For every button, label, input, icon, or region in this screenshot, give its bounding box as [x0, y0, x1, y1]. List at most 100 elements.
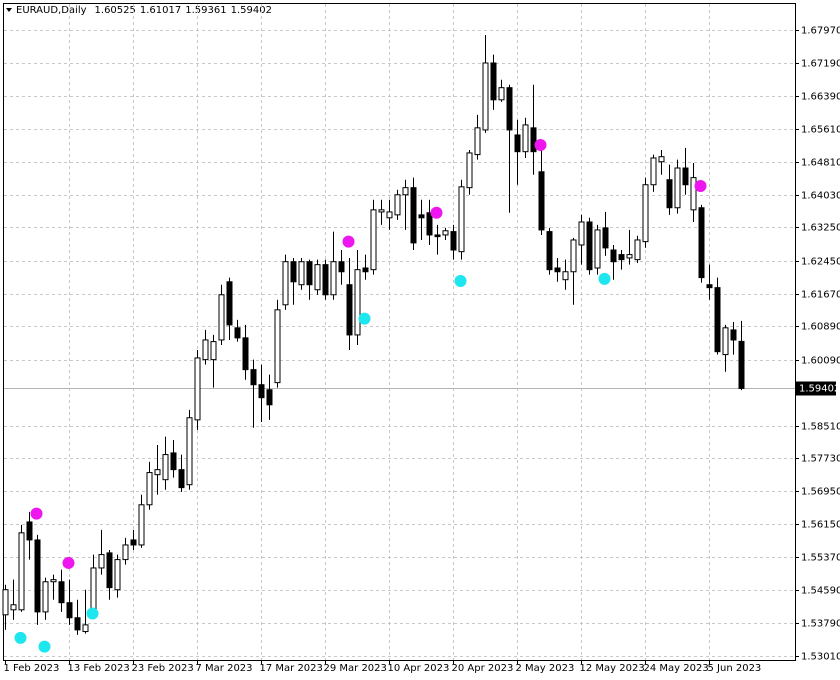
header-value: 1.59361	[185, 5, 226, 16]
x-tick-label: 5 Jun 2023	[708, 663, 762, 674]
y-tick-label: 1.66390	[801, 92, 840, 103]
candle-body	[250, 369, 257, 386]
candle-body	[586, 221, 593, 271]
candle-body	[306, 261, 313, 286]
candle-body	[418, 214, 425, 219]
y-tick-label: 1.64030	[801, 191, 840, 202]
candle-body	[122, 544, 129, 561]
x-tick-label: 29 Mar 2023	[324, 663, 387, 674]
candle-body	[618, 254, 625, 261]
y-tick-label: 1.64810	[801, 158, 840, 169]
buy-marker	[358, 312, 371, 325]
candle-body	[162, 454, 169, 481]
candle-body	[698, 207, 705, 279]
candle-body	[482, 62, 489, 131]
x-tick-label: 20 Apr 2023	[452, 663, 514, 674]
candle-body	[370, 209, 377, 271]
x-tick-label: 23 Feb 2023	[132, 663, 194, 674]
y-tick-label: 1.61670	[801, 290, 840, 301]
candle-body	[274, 309, 281, 384]
y-tick-label: 1.55370	[801, 553, 840, 564]
candle-body	[82, 624, 89, 633]
candle-body	[650, 157, 657, 186]
sell-marker	[534, 138, 547, 151]
y-tick-label: 1.60090	[801, 356, 840, 367]
price-label-box	[796, 381, 836, 396]
y-tick-label: 1.62450	[801, 257, 840, 268]
header-value: 1.59402	[231, 5, 272, 16]
candle-body	[322, 264, 329, 296]
x-tick-label: 10 Apr 2023	[388, 663, 450, 674]
candle-body	[714, 287, 721, 353]
y-tick-label: 1.56150	[801, 520, 840, 531]
candle-body	[146, 472, 153, 506]
price-label: 1.59402	[799, 384, 840, 395]
candle-body	[498, 87, 505, 101]
candle-body	[642, 184, 649, 243]
candle-body	[442, 230, 449, 236]
header-value: 1.61017	[140, 5, 181, 16]
candle-body	[234, 327, 241, 339]
candle-body	[338, 261, 345, 273]
menu-arrow[interactable]	[6, 8, 12, 12]
candle-body	[354, 269, 361, 336]
candle-body	[10, 604, 17, 611]
x-tick-label: 12 May 2023	[580, 663, 645, 674]
candle-body	[50, 579, 57, 583]
candle-body	[594, 229, 601, 269]
buy-marker	[38, 640, 51, 653]
buy-marker	[86, 607, 99, 620]
candle-body	[58, 581, 65, 604]
sell-marker	[62, 556, 75, 569]
candle-body	[394, 194, 401, 216]
candle-body	[18, 532, 25, 611]
candle-body	[578, 221, 585, 246]
candle-body	[546, 231, 553, 271]
candle-body	[170, 452, 177, 471]
candle-body	[186, 417, 193, 486]
candle-body	[722, 327, 729, 356]
candle-body	[66, 602, 73, 619]
y-tick-label: 1.53010	[801, 652, 840, 663]
header-value: 1.60525	[95, 5, 136, 16]
candle-body	[98, 554, 105, 569]
x-tick-label: 17 Mar 2023	[260, 663, 323, 674]
candle-body	[138, 504, 145, 546]
candle-body	[114, 559, 121, 591]
x-tick-label: 1 Feb 2023	[4, 663, 60, 674]
candle-body	[490, 62, 497, 101]
buy-marker	[454, 274, 467, 287]
candle-body	[2, 589, 9, 616]
candle-body	[202, 339, 209, 361]
buy-marker	[14, 631, 27, 644]
candle-body	[738, 340, 745, 389]
candle-body	[74, 617, 81, 631]
candle-body	[626, 254, 633, 259]
candle-body	[178, 469, 185, 489]
candle-body	[730, 329, 737, 341]
candle-body	[554, 267, 561, 273]
sell-marker	[342, 235, 355, 248]
candle-body	[466, 152, 473, 189]
candle-body	[426, 212, 433, 236]
y-tick-label: 1.63250	[801, 223, 840, 234]
candle-body	[130, 539, 137, 546]
x-tick-label: 7 Mar 2023	[196, 663, 253, 674]
candle-body	[666, 179, 673, 209]
candle-body	[538, 171, 545, 231]
y-tick-label: 1.67190	[801, 59, 840, 70]
plot-frame	[3, 3, 796, 661]
candle-body	[410, 187, 417, 244]
y-tick-label: 1.60890	[801, 322, 840, 333]
candle-body	[218, 294, 225, 341]
candle-body	[474, 127, 481, 156]
y-tick-label: 1.56950	[801, 487, 840, 498]
x-tick-label: 24 May 2023	[644, 663, 709, 674]
candle-body	[610, 249, 617, 263]
x-tick-label: 2 May 2023	[516, 663, 575, 674]
candle-body	[682, 167, 689, 186]
y-tick-label: 1.54590	[801, 586, 840, 597]
candle-body	[506, 87, 513, 131]
